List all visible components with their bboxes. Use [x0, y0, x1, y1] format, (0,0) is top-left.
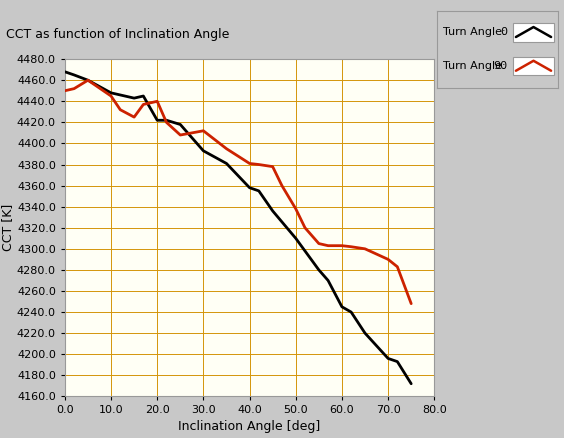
Text: Turn Angle:: Turn Angle:: [443, 61, 506, 71]
X-axis label: Inclination Angle [deg]: Inclination Angle [deg]: [178, 420, 321, 433]
Text: Turn Angle:: Turn Angle:: [443, 28, 506, 37]
Text: 90: 90: [494, 61, 508, 71]
Text: 0: 0: [500, 28, 508, 37]
Bar: [513, 57, 553, 75]
Bar: [513, 23, 553, 42]
Y-axis label: CCT [K]: CCT [K]: [1, 204, 14, 251]
Text: CCT as function of Inclination Angle: CCT as function of Inclination Angle: [6, 28, 229, 42]
